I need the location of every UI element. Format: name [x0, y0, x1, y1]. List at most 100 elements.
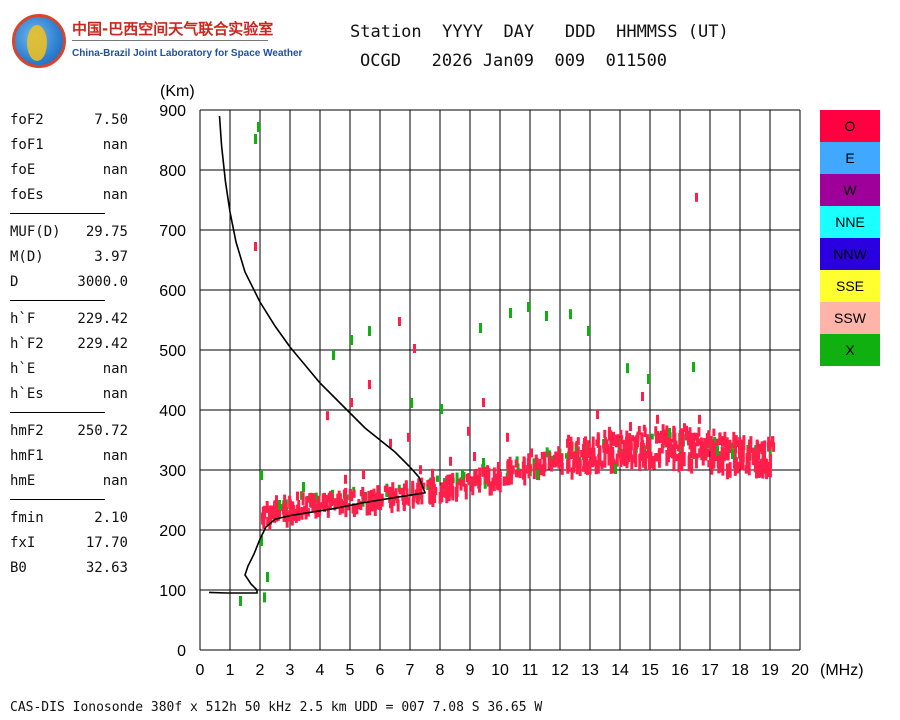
param-row: foF2 7.50: [10, 108, 130, 133]
o-mode-echo: [582, 465, 586, 472]
y-tick-label: 300: [159, 463, 186, 480]
x-mode-echo: [482, 458, 485, 468]
o-mode-echo: [636, 433, 640, 448]
o-mode-echo: [680, 442, 684, 459]
o-mode-echo: [688, 427, 692, 441]
o-mode-echo: [355, 504, 359, 515]
x-mode-echo: [314, 492, 318, 501]
o-mode-echo: [514, 469, 518, 478]
x-mode-echo: [713, 436, 717, 447]
o-mode-echo: [455, 486, 459, 502]
o-mode-echo: [648, 455, 652, 471]
o-mode-echo: [477, 476, 481, 484]
o-mode-echo: [623, 447, 627, 461]
o-mode-echo: [705, 433, 709, 441]
o-mode-echo: [698, 448, 702, 458]
o-mode-echo: [620, 435, 624, 445]
x-mode-echo: [266, 572, 269, 582]
o-mode-echo: [683, 423, 686, 433]
o-mode-echo: [665, 452, 669, 462]
o-mode-echo: [619, 429, 623, 437]
o-mode-echo: [721, 436, 725, 447]
x-mode-echo: [716, 446, 719, 456]
o-mode-echo: [607, 450, 611, 466]
o-mode-echo: [271, 505, 275, 516]
o-mode-echo: [625, 448, 629, 465]
param-value: 32.63: [85, 560, 128, 576]
o-mode-echo: [432, 476, 436, 492]
o-mode-echo: [648, 451, 652, 459]
o-mode-echo: [488, 481, 492, 494]
o-mode-echo: [734, 438, 738, 448]
o-mode-echo: [578, 459, 582, 467]
o-mode-echo: [713, 443, 717, 456]
y-tick-label: 400: [159, 403, 186, 420]
o-mode-echo: [674, 440, 678, 449]
o-mode-echo: [344, 487, 348, 495]
param-row: fxI 17.70: [10, 531, 130, 556]
param-label: foF1: [10, 137, 44, 153]
x-mode-echo: [435, 475, 439, 482]
o-mode-echo: [548, 452, 552, 461]
o-mode-echo: [283, 509, 287, 516]
o-mode-echo: [474, 468, 478, 482]
footer-info: CAS-DIS Ionosonde 380f x 512h 50 kHz 2.5…: [10, 700, 543, 715]
o-mode-echo: [720, 454, 724, 464]
o-mode-echo: [506, 432, 509, 442]
o-mode-echo: [642, 424, 646, 431]
x-mode-echo: [626, 363, 629, 374]
o-mode-echo: [755, 442, 759, 458]
x-tick-label: 8: [436, 662, 445, 679]
o-mode-echo: [638, 455, 642, 472]
o-mode-echo: [570, 467, 574, 480]
o-mode-echo: [275, 495, 278, 505]
x-mode-echo: [239, 596, 242, 606]
o-mode-echo: [418, 481, 422, 496]
o-mode-echo: [695, 433, 699, 447]
o-mode-echo: [679, 428, 683, 440]
param-separator: [10, 208, 130, 220]
x-mode-echo: [574, 442, 578, 453]
o-mode-echo: [523, 469, 527, 486]
o-mode-echo: [600, 460, 604, 469]
o-mode-echo: [303, 505, 307, 515]
x-tick-label: 13: [581, 662, 599, 679]
param-row: h`F 229.42: [10, 307, 130, 332]
o-mode-echo: [372, 488, 376, 500]
o-mode-echo: [464, 484, 468, 500]
o-mode-echo: [761, 460, 765, 471]
o-mode-echo: [709, 439, 713, 451]
x-mode-echo: [278, 500, 281, 510]
x-tick-label: 20: [791, 662, 809, 679]
o-mode-echo: [644, 457, 648, 470]
o-mode-echo: [296, 491, 299, 501]
o-mode-echo: [509, 460, 513, 467]
o-mode-echo: [404, 480, 408, 489]
o-mode-echo: [296, 507, 300, 518]
o-mode-echo: [740, 452, 744, 464]
param-label: hmF1: [10, 448, 44, 464]
o-mode-echo: [367, 490, 371, 505]
o-mode-echo: [416, 496, 420, 505]
o-mode-echo: [566, 438, 569, 448]
o-mode-echo: [596, 432, 600, 445]
o-mode-echo: [751, 450, 755, 466]
o-mode-echo: [396, 499, 400, 512]
x-mode-echo: [650, 433, 654, 440]
o-mode-echo: [680, 439, 684, 447]
param-row: hmE nan: [10, 469, 130, 494]
o-mode-echo: [443, 480, 447, 490]
o-mode-echo: [368, 491, 372, 499]
o-mode-echo: [359, 501, 363, 511]
profile-curve: [208, 115, 427, 594]
param-row: h`E nan: [10, 357, 130, 382]
x-mode-echo: [479, 323, 482, 333]
o-mode-echo: [301, 495, 305, 506]
o-mode-echo: [641, 456, 645, 468]
o-mode-echo: [687, 454, 691, 466]
x-mode-echo: [410, 398, 413, 408]
o-mode-echo: [463, 483, 467, 492]
o-mode-echo: [755, 463, 759, 479]
o-mode-echo: [467, 426, 470, 436]
x-tick-label: 11: [522, 662, 539, 679]
